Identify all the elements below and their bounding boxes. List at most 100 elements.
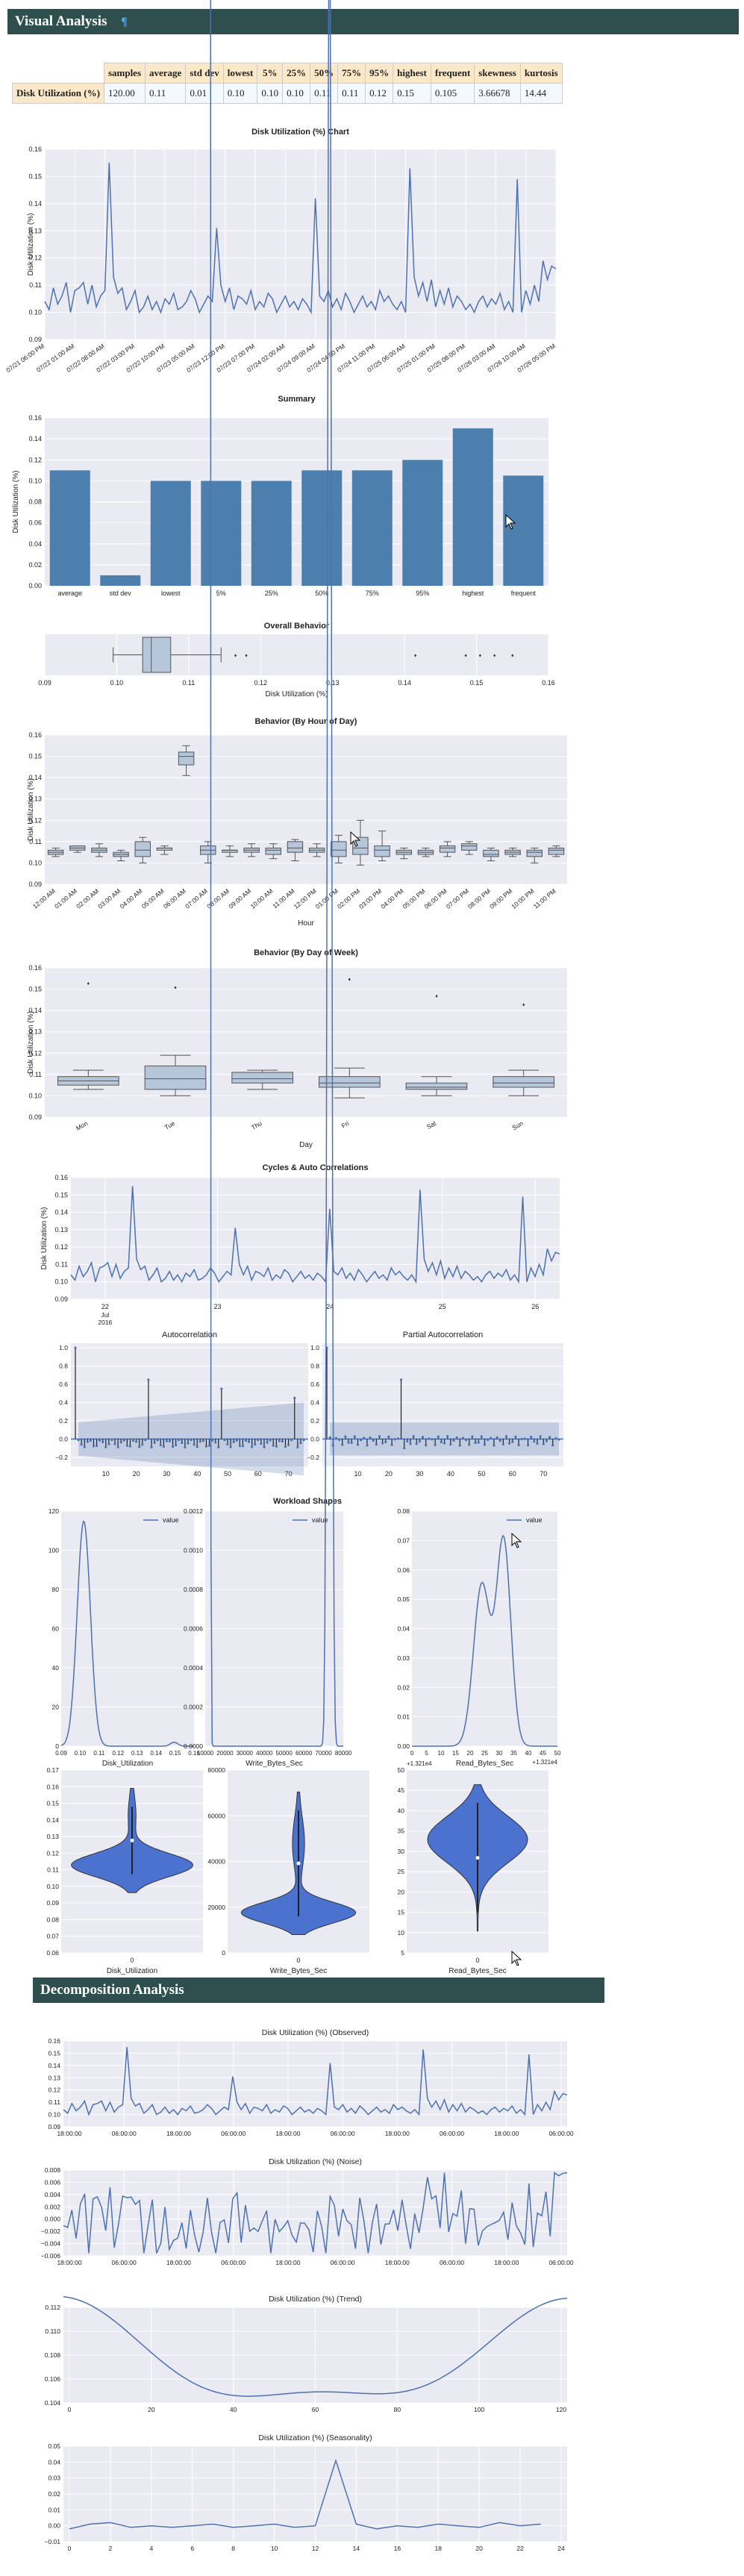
row-label: Disk Utilization (%) (12, 83, 104, 104)
anchor-link[interactable]: ¶ (121, 16, 128, 28)
trend-xtick-5: 100 (474, 2406, 484, 2413)
pacf-xtick-2: 30 (416, 1470, 423, 1478)
pacf-ytick-2: 0.2 (310, 1417, 319, 1425)
hourly-xtick-8: 08:00 AM (205, 887, 231, 910)
overall-title: Overall Behavior (264, 622, 330, 631)
cycles-xtick-4: 26 (531, 1303, 539, 1310)
pacf-pt-1 (328, 1436, 331, 1439)
pacf-pt-37 (440, 1440, 443, 1444)
stats-value-2: 0.01 (185, 83, 224, 104)
noise-xtick-6: 18:00:00 (385, 2259, 410, 2266)
hourly-title: Behavior (By Hour of Day) (255, 717, 357, 726)
observed-xtick-9: 06:00:00 (548, 2130, 573, 2137)
kde-1-xtick-5: 60000 (296, 1750, 313, 1757)
acf-pt-5 (89, 1439, 92, 1442)
stats-value-6: 0.11 (310, 83, 339, 104)
noise-xtick-0: 18:00:00 (57, 2259, 81, 2266)
kde-0-xtick-5: 0.14 (150, 1750, 162, 1757)
acf-ytick-3: 0.4 (59, 1398, 68, 1406)
observed-xtick-1: 06:00:00 (112, 2130, 137, 2137)
kde-2-xtick-8: 40 (525, 1750, 532, 1757)
acf-pt-42 (201, 1439, 204, 1442)
pacf-pt-4 (337, 1438, 341, 1442)
pacf-pt-28 (412, 1435, 415, 1438)
hourly-xtick-19: 07:00 PM (445, 887, 470, 910)
noise-ytick-4: 0.002 (45, 2203, 61, 2210)
trend-ytick-1: 0.106 (45, 2375, 61, 2383)
acf-pt-46 (214, 1441, 217, 1444)
violin-0-ytick-5: 0.11 (47, 1866, 59, 1874)
summary-xtick-6: 75% (366, 590, 379, 597)
acf-pt-29 (162, 1445, 165, 1448)
trend-xtick-4: 80 (394, 2406, 401, 2413)
kde-1-ytick-1: 0.0002 (184, 1704, 203, 1711)
ts-ylabel: Disk Utilization (%) (27, 213, 35, 276)
acf-pt-33 (175, 1443, 178, 1447)
kde-1-ytick-5: 0.0010 (184, 1547, 203, 1554)
pacf-pt-10 (356, 1443, 360, 1446)
kde-0-ytick-5: 100 (49, 1547, 59, 1554)
seasonality-xtick-9: 18 (435, 2545, 443, 2552)
violin-2-ytick-2: 15 (398, 1909, 405, 1916)
kde-2-xtick-7: 35 (510, 1750, 517, 1757)
pacf-pt-69 (539, 1435, 542, 1438)
pacf-pt-8 (350, 1441, 353, 1445)
stats-value-9: 0.15 (393, 83, 431, 104)
pacf-pt-73 (551, 1444, 554, 1447)
kde-2-ytick-0: 0.00 (397, 1742, 410, 1750)
hourly-xtick-12: 12:00 PM (293, 887, 318, 910)
acf-xtick-3: 40 (193, 1470, 201, 1478)
overall-flier-1: ♦ (245, 654, 248, 659)
summary-ytick-8: 0.16 (28, 414, 42, 422)
seasonality-xtick-5: 10 (271, 2545, 278, 2552)
cycles-month: Jul (101, 1311, 109, 1319)
pacf-pt-64 (523, 1437, 526, 1440)
seasonality-xtick-4: 8 (231, 2545, 235, 2552)
acf-pt-40 (196, 1445, 198, 1448)
acf-ytick-1: 0.0 (59, 1435, 68, 1442)
cycles-ylabel: Disk Utilization (%) (40, 1207, 49, 1270)
pacf-pt-5 (341, 1443, 344, 1446)
acf-pt-20 (135, 1440, 138, 1443)
daily-ytick-1: 0.10 (28, 1092, 42, 1099)
summary-bar-1 (100, 575, 141, 586)
pacf-pt-25 (403, 1446, 406, 1450)
noise-xtick-4: 18:00:00 (275, 2259, 300, 2266)
acf-pt-7 (95, 1444, 99, 1448)
acf-pt-1 (77, 1438, 80, 1442)
seasonality-ytick-3: 0.02 (48, 2490, 60, 2498)
violin-0-ytick-0: 0.06 (46, 1949, 59, 1957)
kde-1-xtick-1: 20000 (216, 1750, 234, 1757)
noise-xtick-2: 18:00:00 (166, 2259, 191, 2266)
violin-2-ytick-4: 25 (398, 1868, 405, 1875)
pacf-pt-19 (384, 1440, 387, 1444)
summary-bar-8 (452, 428, 493, 586)
kde-0-xtick-7: 0.16 (188, 1750, 200, 1757)
kde-2-legend: value (526, 1516, 543, 1524)
acf-pt-24 (147, 1378, 150, 1381)
pacf-pt-42 (455, 1436, 458, 1439)
kde-1-legend: value (312, 1516, 328, 1524)
pacf-pt-65 (526, 1444, 530, 1447)
stats-header-5: 25% (282, 63, 311, 84)
pacf-pt-22 (393, 1438, 396, 1441)
pacf-pt-46 (468, 1443, 471, 1446)
stats-table: samples average std dev lowest 5% 25% 50% 75% 95… (12, 63, 563, 104)
daily-ytick-0: 0.09 (28, 1113, 42, 1121)
ts-ytick-6: 0.15 (28, 172, 42, 180)
stats-header-4: 5% (257, 63, 284, 84)
acf-pt-56 (244, 1439, 248, 1442)
hourly-box-19 (461, 843, 478, 851)
summary-xtick-7: 95% (416, 590, 429, 597)
acf-pt-6 (92, 1445, 96, 1448)
noise-ytick-2: −0.002 (41, 2228, 61, 2235)
seasonality-xtick-6: 12 (312, 2545, 319, 2552)
trend-title: Disk Utilization (%) (Trend) (269, 2295, 362, 2304)
trend-xtick-1: 20 (148, 2406, 155, 2413)
stats-value-1: 0.11 (145, 83, 187, 104)
acf-pt-72 (293, 1396, 296, 1399)
observed-xtick-3: 06:00:00 (221, 2130, 246, 2137)
kde-2-ytick-1: 0.01 (397, 1713, 410, 1721)
acf-pt-52 (232, 1440, 235, 1443)
pacf-pt-52 (487, 1438, 490, 1442)
